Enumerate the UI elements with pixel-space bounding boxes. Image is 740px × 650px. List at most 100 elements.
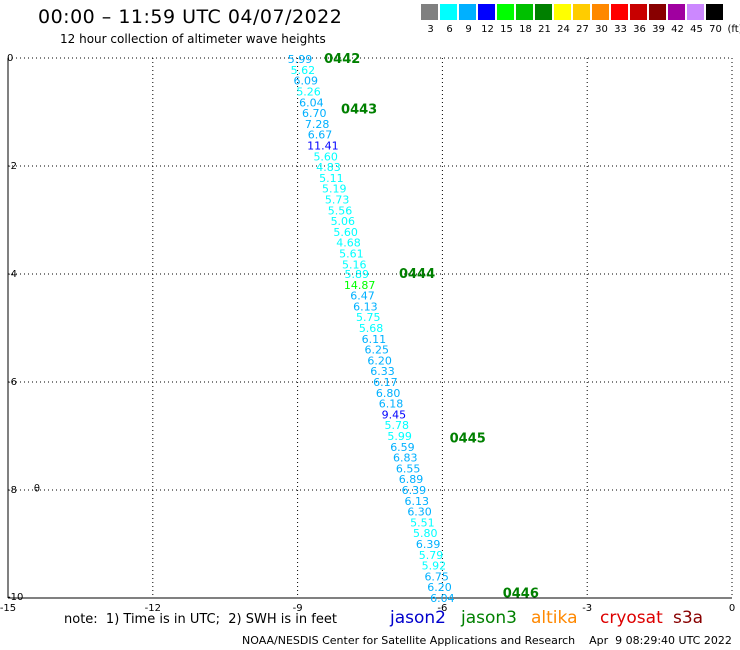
x-tick-label: -9 <box>293 603 303 614</box>
legend-level-label: 3 <box>427 24 434 35</box>
satellite-cryosat: cryosat <box>600 608 663 628</box>
track-value-label: 6.13 <box>353 300 378 313</box>
track-value-label: 5.60 <box>313 150 338 163</box>
legend-swatch <box>459 4 476 20</box>
legend-level-label: 24 <box>557 24 570 35</box>
y-tick-label: -10 <box>7 592 23 603</box>
legend-unit: (ft) <box>727 24 740 35</box>
track-value-label: 4.83 <box>316 161 341 174</box>
pass-time-label: 0446 <box>503 587 539 602</box>
track-value-label: 5.73 <box>325 193 350 206</box>
track-value-label: 5.89 <box>345 268 370 281</box>
track-value-label: 6.39 <box>416 538 441 551</box>
track-value-label: 4.68 <box>336 237 361 250</box>
legend-swatch <box>706 4 723 20</box>
y-tick-label: -6 <box>7 377 17 388</box>
legend-level-label: 15 <box>500 24 513 35</box>
x-tick-label: -6 <box>437 603 447 614</box>
track-value-label: 6.67 <box>308 129 333 142</box>
track-value-label: 5.99 <box>387 430 412 443</box>
units-note: note: 1) Time is in UTC; 2) SWH is in fe… <box>64 612 337 627</box>
track-value-label: 6.39 <box>402 484 427 497</box>
legend-swatch <box>573 4 590 20</box>
track-value-label: 5.60 <box>333 226 358 239</box>
legend-level-label: 18 <box>519 24 532 35</box>
track-value-label: 6.20 <box>427 581 452 594</box>
track-value-label: 6.47 <box>350 290 375 303</box>
track-value-label: 6.17 <box>373 376 398 389</box>
legend-swatch <box>649 4 666 20</box>
legend-swatch <box>687 4 704 20</box>
map-title: 00:00 – 11:59 UTC 04/07/2022 <box>38 6 343 28</box>
legend-swatch <box>535 4 552 20</box>
track-value-label: 5.92 <box>422 560 447 573</box>
pass-time-label: 0443 <box>341 102 377 117</box>
track-value-label: 9.45 <box>382 408 407 421</box>
credit-footer: NOAA/NESDIS Center for Satellite Applica… <box>242 634 732 647</box>
track-value-label: 5.11 <box>319 172 344 185</box>
legend-swatch <box>440 4 457 20</box>
track-value-label: 6.20 <box>367 354 392 367</box>
legend-swatch <box>516 4 533 20</box>
pass-time-label: 0442 <box>324 52 360 67</box>
legend-swatch <box>478 4 495 20</box>
track-value-label: 5.19 <box>322 183 347 196</box>
track-value-label: 6.70 <box>302 107 327 120</box>
satellite-altika: altika <box>531 608 578 628</box>
track-value-label: 7.28 <box>305 118 330 131</box>
legend-swatch <box>497 4 514 20</box>
track-value-label: 5.06 <box>331 215 356 228</box>
track-value-label: 5.16 <box>342 258 367 271</box>
track-value-label: 6.33 <box>370 365 395 378</box>
track-value-label: 6.80 <box>376 387 401 400</box>
legend-level-label: 21 <box>538 24 551 35</box>
track-value-label: 5.26 <box>296 85 321 98</box>
x-tick-label: -3 <box>582 603 592 614</box>
legend-level-label: 27 <box>576 24 589 35</box>
map-subtitle: 12 hour collection of altimeter wave hei… <box>60 32 326 46</box>
track-value-label: 5.61 <box>339 247 364 260</box>
track-value-label: 6.13 <box>404 495 429 508</box>
legend-swatch <box>592 4 609 20</box>
x-tick-label: 0 <box>729 603 735 614</box>
legend-level-label: 39 <box>652 24 665 35</box>
legend-level-label: 9 <box>465 24 472 35</box>
track-value-label: 5.56 <box>328 204 353 217</box>
legend-level-label: 6 <box>446 24 453 35</box>
pass-time-label: 0444 <box>399 267 435 282</box>
track-value-label: 6.25 <box>365 344 390 357</box>
legend-level-label: 45 <box>690 24 703 35</box>
track-value-label: 6.11 <box>362 333 387 346</box>
track-value-label: 5.99 <box>288 53 313 66</box>
legend-level-label: 42 <box>671 24 684 35</box>
y-tick-label: -8 <box>7 485 17 496</box>
track-value-label: 6.75 <box>424 570 449 583</box>
satellite-jason2: jason2 <box>390 608 446 628</box>
y-tick-label: -4 <box>7 269 17 280</box>
track-value-label: 6.55 <box>396 462 421 475</box>
island-marker: θ <box>34 483 40 494</box>
track-value-label: 6.04 <box>430 592 455 605</box>
track-value-label: 6.18 <box>379 398 404 411</box>
track-value-label: 5.62 <box>291 64 316 77</box>
track-value-label: 5.78 <box>384 419 409 432</box>
track-value-label: 5.80 <box>413 527 438 540</box>
legend-swatch <box>630 4 647 20</box>
legend-level-label: 36 <box>633 24 646 35</box>
track-value-label: 11.41 <box>307 139 339 152</box>
y-tick-label: 0 <box>7 53 13 64</box>
legend-swatch <box>611 4 628 20</box>
legend-level-label: 70 <box>709 24 722 35</box>
x-tick-label: -12 <box>145 603 161 614</box>
track-value-label: 5.75 <box>356 311 381 324</box>
pass-time-label: 0445 <box>450 432 486 447</box>
x-tick-label: -15 <box>0 603 16 614</box>
track-value-label: 6.89 <box>399 473 424 486</box>
track-value-label: 6.59 <box>390 441 415 454</box>
legend-level-label: 33 <box>614 24 627 35</box>
legend-swatch <box>554 4 571 20</box>
y-tick-label: -2 <box>7 161 17 172</box>
legend-level-label: 12 <box>481 24 494 35</box>
track-value-label: 5.79 <box>419 549 444 562</box>
